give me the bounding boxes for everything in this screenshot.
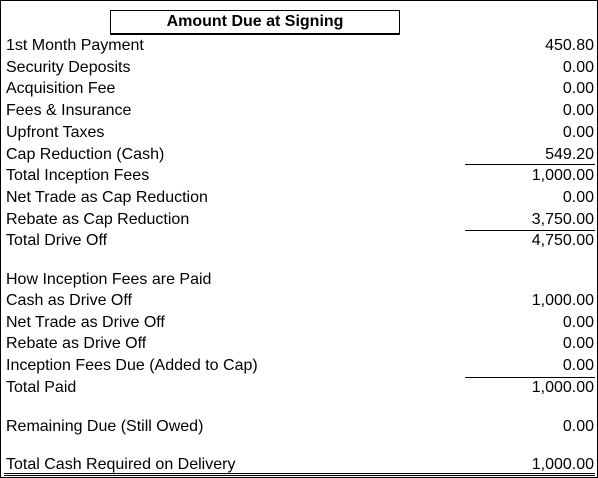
sheet-title: Amount Due at Signing (110, 10, 400, 35)
row-label: Total Cash Required on Delivery (6, 456, 236, 473)
row-value: 0.00 (562, 313, 594, 331)
row-label: Cap Reduction (Cash) (6, 145, 165, 163)
row-value: 0.00 (562, 418, 594, 435)
row-value: 4,750.00 (531, 232, 594, 250)
row-label: Fees & Insurance (6, 102, 132, 120)
sum-rule (465, 164, 595, 165)
row-value: 0.00 (562, 335, 594, 353)
row-value: 3,750.00 (531, 210, 594, 228)
row-label: Acquisition Fee (6, 80, 116, 98)
row-value: 0.00 (562, 102, 594, 120)
row-value: 549.20 (545, 145, 594, 163)
row-value: 450.80 (545, 37, 594, 54)
row-label: Net Trade as Cap Reduction (6, 188, 208, 206)
row-label: Total Inception Fees (6, 167, 150, 185)
row-value: 1,000.00 (531, 456, 594, 473)
row-label: Inception Fees Due (Added to Cap) (6, 357, 258, 375)
sum-rule (465, 230, 595, 231)
row-label: Total Paid (6, 378, 77, 396)
row-value: 0.00 (562, 123, 594, 141)
row-value: 1,000.00 (531, 167, 594, 185)
row-label: Rebate as Cap Reduction (6, 210, 190, 228)
row-label: Upfront Taxes (6, 123, 105, 141)
row-label: 1st Month Payment (6, 37, 144, 54)
row-label: Security Deposits (6, 58, 131, 76)
row-label: Remaining Due (Still Owed) (6, 418, 204, 435)
sum-rule (465, 377, 595, 378)
total-rule (4, 473, 595, 476)
row-value: 1,000.00 (531, 292, 594, 309)
row-label: Net Trade as Drive Off (6, 313, 165, 331)
row-value: 1,000.00 (531, 378, 594, 396)
row-label: Cash as Drive Off (6, 292, 132, 309)
row-value: 0.00 (562, 58, 594, 76)
section-heading: How Inception Fees are Paid (6, 271, 212, 288)
row-label: Total Drive Off (6, 232, 108, 250)
row-value: 0.00 (562, 80, 594, 98)
row-label: Rebate as Drive Off (6, 335, 147, 353)
row-value: 0.00 (562, 188, 594, 206)
row-value: 0.00 (562, 357, 594, 375)
